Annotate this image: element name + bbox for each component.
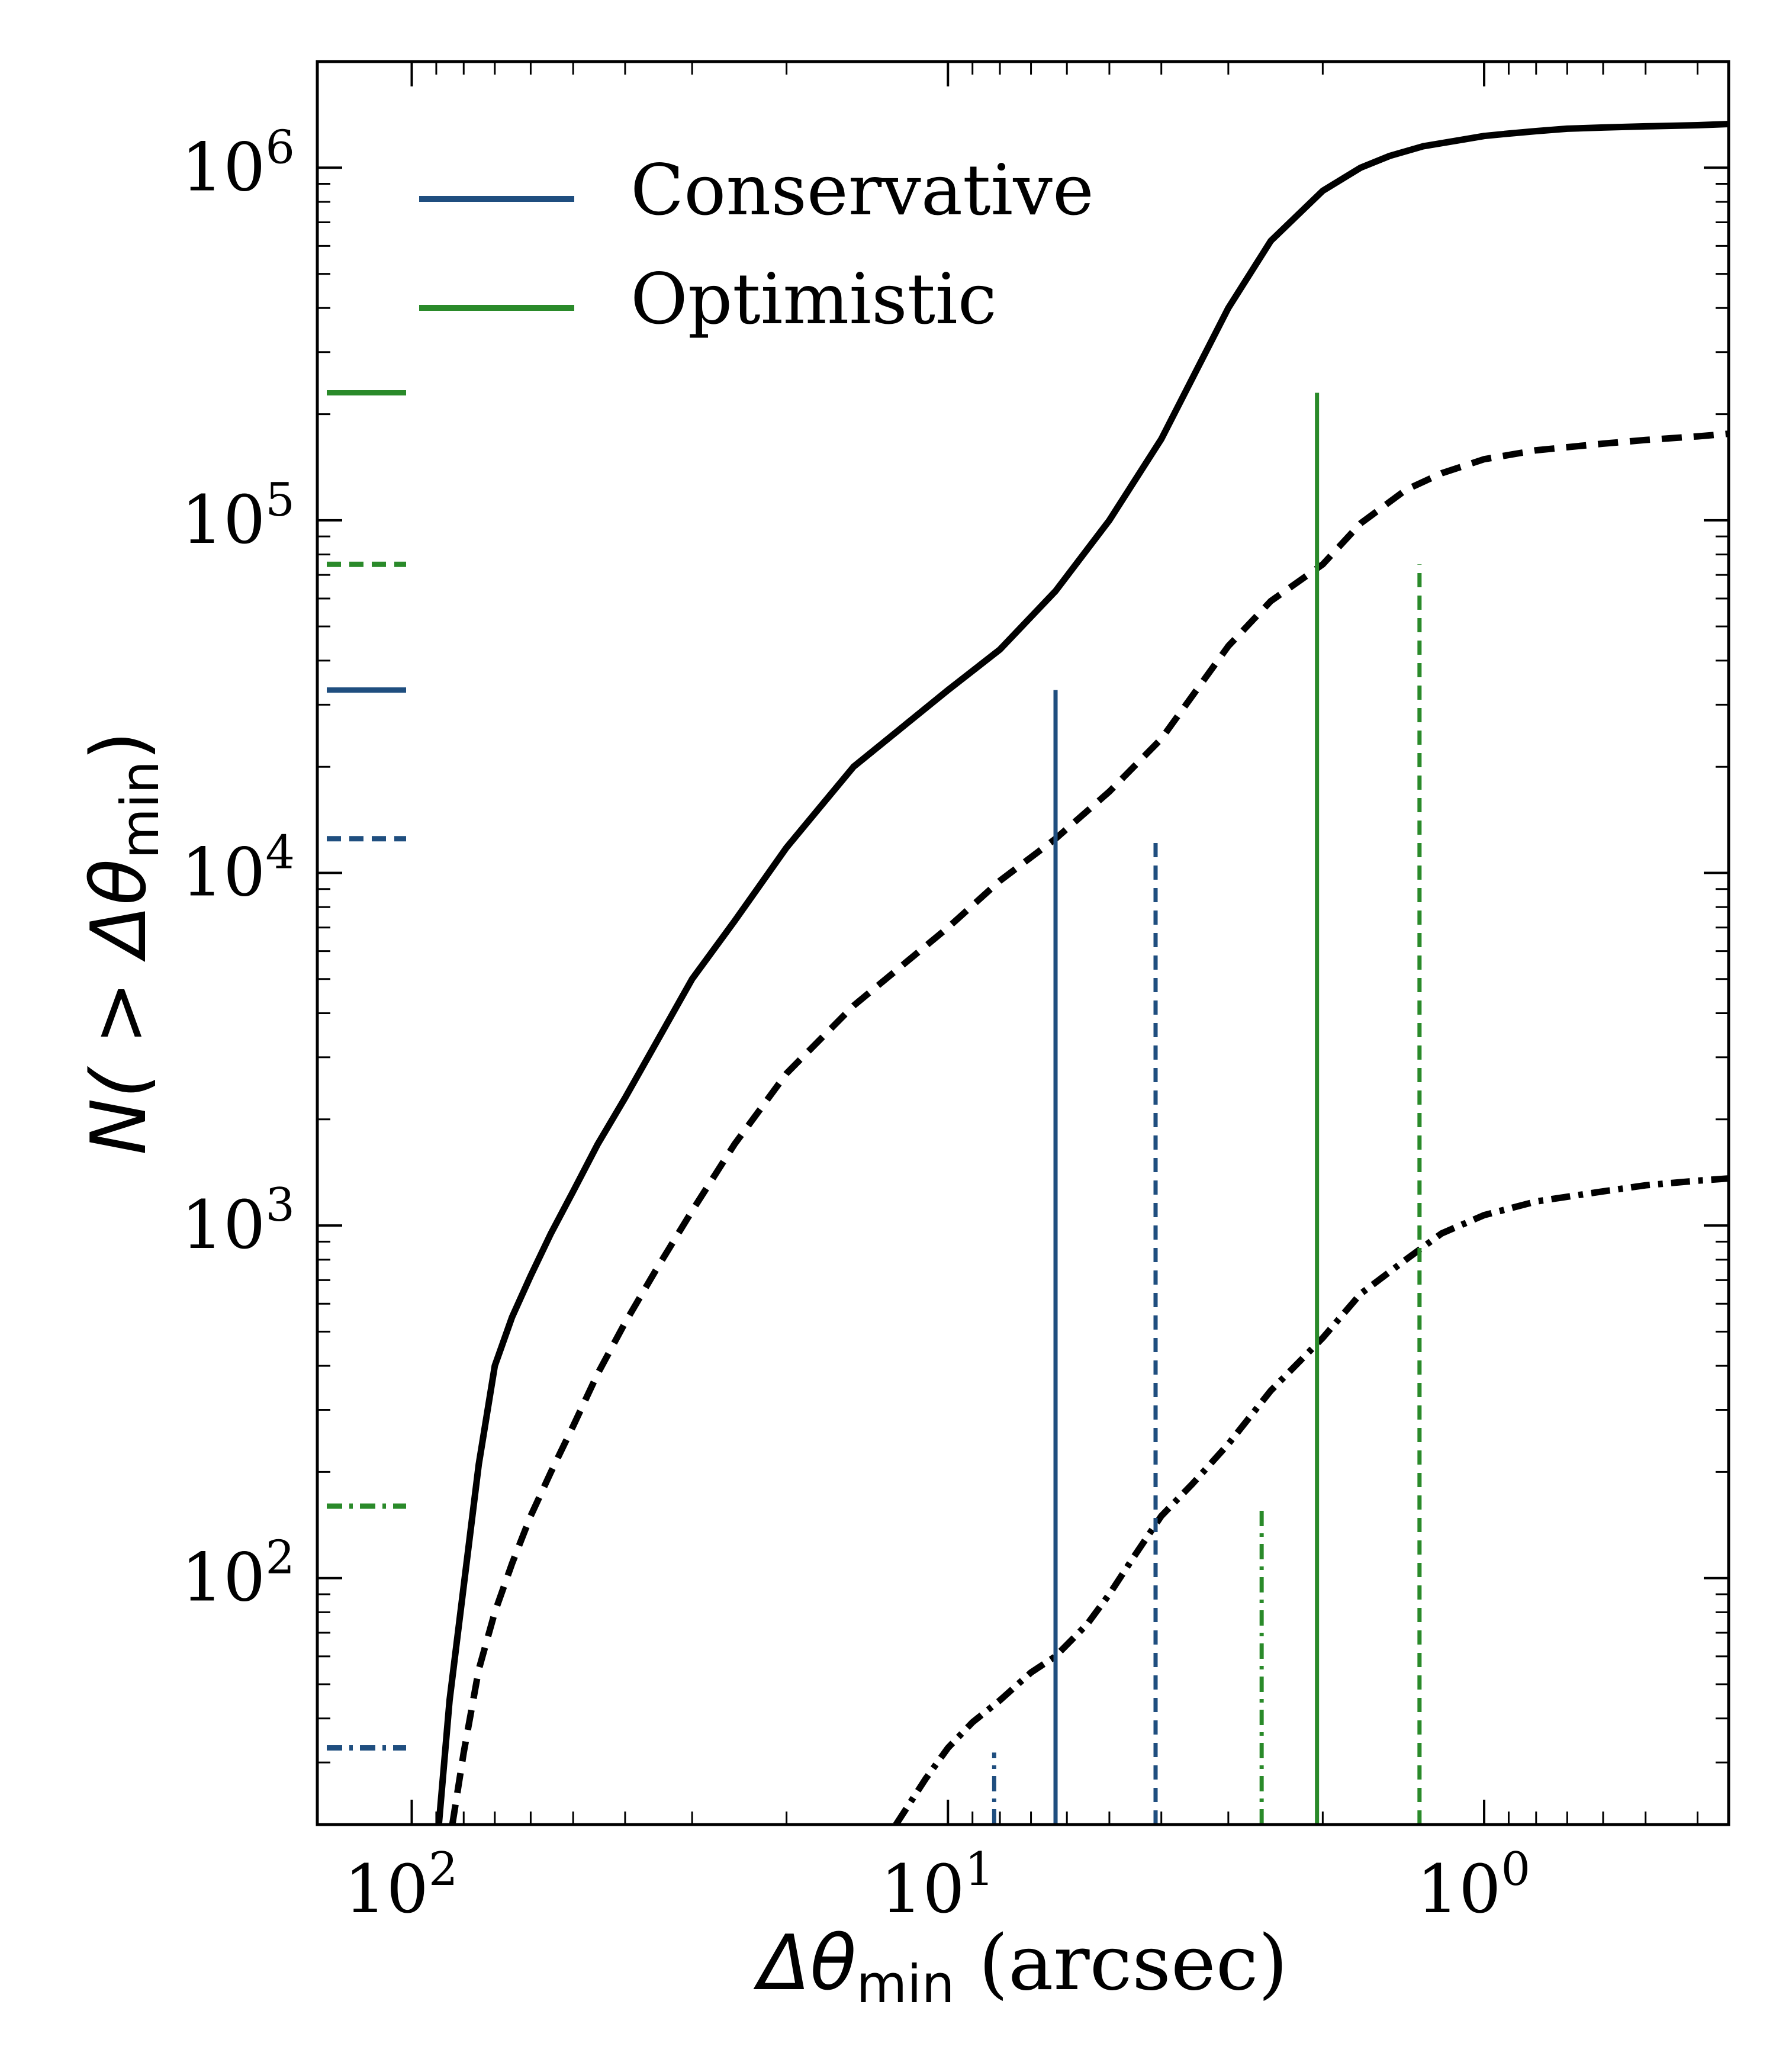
x-axis-label-subscript: min [857,1954,955,2015]
legend: Conservative Optimistic [419,149,1094,340]
markers-layer [992,392,1422,1825]
y-tick-labels: 102 103 104 105 106 [181,121,295,1616]
y-tick-label: 102 [181,1532,295,1617]
x-tick-label: 102 [344,1843,458,1928]
minor-ticks [317,60,1729,1826]
series-dashed-line [449,430,1729,1825]
y-tick-label: 104 [181,826,295,911]
major-ticks [317,62,1729,1825]
x-axis-label-symbol: Δθ [753,1919,857,2007]
x-axis-label: Δθmin (arcsec) [753,1919,1288,2015]
y-tick-label: 105 [181,474,295,559]
series-dashdot-line [893,1175,1729,1825]
series-solid-line [435,121,1729,1825]
y-axis-label: N( > Δθmin) [75,731,170,1155]
x-axis-label-unit: (arcsec) [954,1919,1288,2007]
plot-frame [316,60,1730,1826]
y-axis-label-suffix: ) [75,731,163,761]
x-tick-labels: 102 101 100 [344,1843,1530,1928]
legend-label-conservative: Conservative [630,149,1094,231]
x-tick-label: 101 [880,1843,994,1928]
y-axis-label-symbol: Δθ [75,859,163,963]
series-layer [435,121,1729,1825]
x-tick-label: 100 [1417,1843,1530,1928]
y-tick-label: 106 [181,121,295,206]
axis-markers-layer [327,390,406,1751]
y-tick-label: 103 [181,1179,295,1264]
legend-label-optimistic: Optimistic [630,258,997,340]
y-axis-label-subscript: min [110,761,170,859]
y-axis-label-prefix: N( > [75,957,163,1155]
